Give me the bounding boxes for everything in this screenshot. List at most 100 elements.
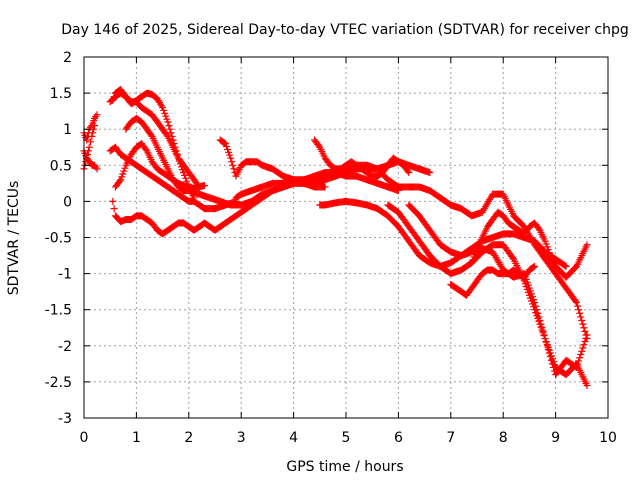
- y-tick-label: -1: [58, 267, 72, 283]
- data-point: [579, 344, 587, 352]
- data-point: [583, 241, 591, 249]
- data-point: [574, 302, 582, 310]
- data-point: [550, 363, 558, 371]
- data-point: [577, 350, 585, 358]
- data-point: [404, 167, 412, 175]
- y-tick-label: -2: [58, 339, 72, 355]
- data-point: [543, 342, 551, 350]
- data-point: [166, 125, 174, 133]
- data-point: [201, 182, 209, 190]
- data-point: [583, 331, 591, 339]
- series-arc-5: [109, 85, 203, 191]
- data-point: [142, 145, 150, 153]
- data-point: [405, 169, 413, 177]
- data-point: [536, 317, 544, 325]
- data-point: [533, 306, 541, 314]
- data-point: [548, 360, 556, 368]
- data-point: [542, 338, 550, 346]
- data-point: [163, 131, 171, 139]
- data-point: [583, 382, 591, 390]
- data-point: [581, 337, 589, 345]
- x-axis-label: GPS time / hours: [286, 459, 403, 475]
- data-points: [80, 85, 591, 390]
- data-point: [577, 313, 585, 321]
- data-point: [535, 225, 543, 233]
- x-tick-label: 4: [289, 430, 298, 446]
- y-tick-label: -1.5: [45, 303, 72, 319]
- data-point: [580, 324, 588, 332]
- data-point: [89, 129, 97, 137]
- data-point: [539, 327, 547, 335]
- data-point: [164, 118, 172, 126]
- data-point: [531, 298, 539, 306]
- data-point: [532, 302, 540, 310]
- series-arc-16: [447, 262, 539, 299]
- data-point: [547, 356, 555, 364]
- data-point: [220, 139, 228, 147]
- y-tick-label: 0.5: [50, 158, 72, 174]
- data-point: [147, 131, 155, 139]
- series-arc-11: [232, 161, 591, 343]
- x-tick-label: 5: [342, 430, 351, 446]
- y-tick-label: 0: [63, 194, 72, 210]
- x-tick-label: 9: [551, 430, 560, 446]
- data-point: [83, 150, 91, 158]
- data-point: [93, 165, 101, 173]
- series-arc-12: [311, 136, 413, 180]
- data-point: [531, 262, 539, 270]
- data-point: [227, 154, 235, 162]
- data-point: [572, 297, 580, 305]
- y-tick-label: -2.5: [45, 375, 72, 391]
- data-point: [90, 122, 98, 130]
- x-tick-label: 0: [80, 430, 89, 446]
- x-tick-label: 2: [184, 430, 193, 446]
- data-point: [545, 349, 553, 357]
- data-point: [110, 93, 118, 101]
- data-point: [165, 122, 173, 130]
- x-tick-label: 10: [599, 430, 617, 446]
- data-point: [158, 102, 166, 110]
- y-axis-label: SDTVAR / TECUs: [6, 181, 22, 296]
- data-point: [541, 335, 549, 343]
- data-point: [230, 165, 238, 173]
- data-point: [579, 320, 587, 328]
- data-point: [535, 313, 543, 321]
- data-point: [534, 309, 542, 317]
- data-point: [90, 125, 98, 133]
- data-point: [109, 197, 117, 205]
- data-point: [315, 142, 323, 150]
- data-point: [321, 183, 329, 191]
- data-point: [546, 353, 554, 361]
- grid-lines: [84, 57, 608, 418]
- data-point: [88, 132, 96, 140]
- y-tick-label: 1: [63, 122, 72, 138]
- x-tick-labels: 0 1 2 3 4 5 6 7 8 9 10: [80, 430, 617, 446]
- axis-ticks: [83, 56, 609, 419]
- data-point: [110, 205, 118, 213]
- data-point: [538, 324, 546, 332]
- data-point: [509, 254, 517, 262]
- y-tick-label: -3: [58, 411, 72, 427]
- data-point: [576, 354, 584, 362]
- x-tick-label: 1: [132, 430, 141, 446]
- data-point: [85, 143, 93, 151]
- y-tick-label: 2: [63, 50, 72, 66]
- data-point: [573, 298, 581, 306]
- data-point: [537, 320, 545, 328]
- series-arc-17: [468, 208, 570, 270]
- data-point: [530, 263, 538, 271]
- data-point: [578, 347, 586, 355]
- y-tick-label: 1.5: [50, 86, 72, 102]
- data-point: [544, 345, 552, 353]
- x-tick-label: 7: [446, 430, 455, 446]
- data-point: [93, 111, 101, 119]
- data-point: [581, 327, 589, 335]
- data-point: [580, 341, 588, 349]
- data-point: [575, 357, 583, 365]
- x-tick-label: 3: [237, 430, 246, 446]
- data-point: [228, 158, 236, 166]
- y-tick-labels: -3 -2.5 -2 -1.5 -1 -0.5 0 0.5 1 1.5 2: [45, 50, 72, 427]
- data-point: [116, 177, 124, 185]
- x-tick-label: 8: [499, 430, 508, 446]
